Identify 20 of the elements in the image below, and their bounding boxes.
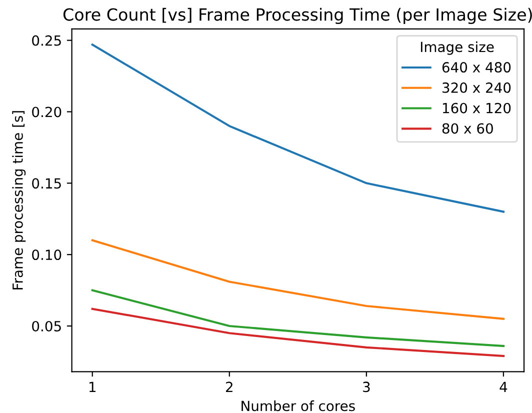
legend-label: 160 x 120 — [442, 102, 511, 114]
x-axis-title: Number of cores — [242, 400, 355, 412]
legend-label: 640 x 480 — [442, 62, 511, 73]
y-tick-label: 0.10 — [32, 250, 62, 260]
x-tick-label: 1 — [89, 382, 96, 392]
y-tick-label: 0.05 — [32, 320, 61, 332]
legend-label: 80 x 60 — [442, 123, 493, 134]
x-tick-label: 3 — [363, 382, 370, 392]
x-tick-label: 2 — [226, 382, 232, 392]
line-series — [91, 289, 505, 348]
x-tick-label: 4 — [500, 382, 508, 392]
y-tick-label: 0.15 — [32, 178, 61, 189]
legend-label: 320 x 240 — [442, 82, 511, 93]
line-series — [91, 308, 505, 358]
chart-title: Core Count [vs] Frame Processing Time (per Image Size) — [63, 8, 532, 24]
y-tick-label: 0.20 — [32, 106, 62, 118]
legend-title: Image size — [420, 41, 494, 55]
y-tick-label: 0.25 — [32, 35, 61, 46]
y-axis-title: Frame processing time [s] — [12, 111, 26, 290]
line-series — [91, 239, 505, 320]
